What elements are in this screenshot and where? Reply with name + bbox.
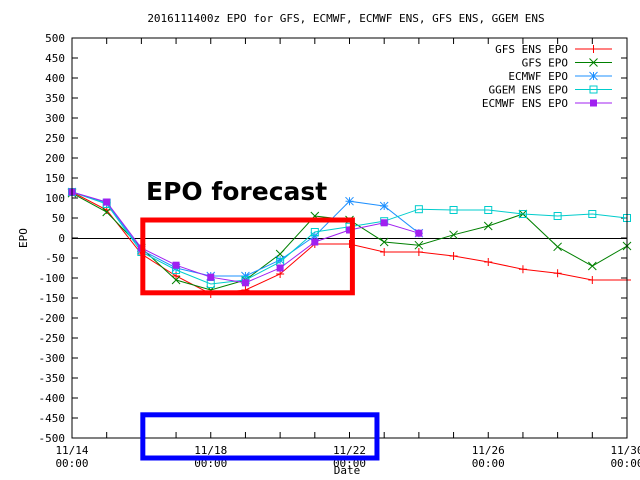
y-tick-label: 100 <box>45 192 65 205</box>
legend-entry: GFS EPO <box>522 57 612 70</box>
series-point <box>103 198 111 206</box>
series-point <box>414 248 423 256</box>
annotation-epo-forecast: EPO forecast <box>146 177 327 206</box>
legend-entry: GFS ENS EPO <box>495 43 612 56</box>
highlight-box <box>140 217 355 296</box>
series-point <box>207 273 215 281</box>
x-tick-label: 11/26 <box>472 444 505 457</box>
series-point <box>311 238 319 246</box>
series-point <box>589 58 598 67</box>
series-point <box>553 242 562 252</box>
y-tick-label: 50 <box>52 212 65 225</box>
series-point <box>414 205 423 214</box>
series-point <box>346 226 353 234</box>
series-point <box>276 264 284 272</box>
series-point <box>587 261 597 271</box>
y-tick-label: 500 <box>45 32 65 45</box>
x-tick-label: 11/22 <box>333 444 366 457</box>
series-point <box>414 240 424 250</box>
x-axis-ticks: 11/1400:0011/1800:0011/2200:0011/2600:00… <box>55 38 640 470</box>
series-point <box>172 261 180 269</box>
series-point <box>553 212 562 220</box>
series-point <box>171 275 181 285</box>
series-point <box>588 276 597 284</box>
series-point <box>310 228 319 236</box>
series-point <box>102 207 112 217</box>
y-tick-label: -400 <box>39 392 66 405</box>
series-point <box>449 206 458 214</box>
series-point <box>449 230 458 240</box>
series-point <box>589 45 598 53</box>
legend-entry: GGEM ENS EPO <box>489 84 612 97</box>
y-tick-label: 200 <box>45 152 65 165</box>
y-tick-label: 400 <box>45 72 65 85</box>
y-tick-label: 450 <box>45 52 65 65</box>
series-point <box>484 206 493 214</box>
y-tick-label: 0 <box>58 232 65 245</box>
series-point <box>588 210 597 218</box>
y-tick-label: 300 <box>45 112 65 125</box>
x-tick-label: 00:00 <box>472 457 505 470</box>
legend-label: ECMWF ENS EPO <box>482 97 568 110</box>
series-point <box>553 269 562 278</box>
y-axis-label: EPO <box>17 228 30 248</box>
x-tick-label: 11/14 <box>55 444 88 457</box>
y-tick-label: -100 <box>39 272 66 285</box>
series-point <box>241 279 249 287</box>
series-point <box>589 71 598 81</box>
series-point <box>483 221 493 231</box>
series-point <box>590 99 597 107</box>
series-point <box>379 201 389 211</box>
y-tick-label: 350 <box>45 92 65 105</box>
y-tick-label: -500 <box>39 432 66 445</box>
y-tick-label: -200 <box>39 312 66 325</box>
highlight-box <box>140 412 380 461</box>
legend-label: GFS ENS EPO <box>495 43 568 56</box>
legend-label: ECMWF EPO <box>508 70 568 83</box>
series-point <box>484 258 493 266</box>
highlight-boxes <box>140 217 380 461</box>
legend-entry: ECMWF EPO <box>508 70 612 83</box>
x-tick-label: 11/18 <box>194 444 227 457</box>
y-axis-ticks: 500450400350300250200150100500-50-100-15… <box>39 32 627 445</box>
y-tick-label: -350 <box>39 372 66 385</box>
y-tick-label: -150 <box>39 292 66 305</box>
plot-border <box>71 37 628 439</box>
series-point <box>449 252 458 260</box>
y-tick-label: -250 <box>39 332 66 345</box>
legend-entry: ECMWF ENS EPO <box>482 97 612 110</box>
y-tick-label: -450 <box>39 412 66 425</box>
series-point <box>380 219 388 227</box>
series-point <box>380 248 389 256</box>
series-point <box>518 265 527 274</box>
y-tick-label: 150 <box>45 172 65 185</box>
y-tick-label: -50 <box>45 252 65 265</box>
series-point <box>415 229 423 237</box>
chart-title: 2016111400z EPO for GFS, ECMWF, ECMWF EN… <box>147 12 544 25</box>
x-tick-label: 00:00 <box>55 457 88 470</box>
series-point <box>345 196 354 206</box>
x-tick-label: 00:00 <box>610 457 640 470</box>
y-tick-label: -300 <box>39 352 66 365</box>
y-tick-label: 250 <box>45 132 65 145</box>
series-point <box>518 210 527 218</box>
legend-label: GGEM ENS EPO <box>489 84 568 97</box>
series-point <box>379 237 389 247</box>
series-point <box>589 85 598 94</box>
x-tick-label: 11/30 <box>610 444 640 457</box>
legend-label: GFS EPO <box>522 57 568 70</box>
series-point <box>275 255 285 265</box>
x-axis-label: Date <box>334 464 361 477</box>
